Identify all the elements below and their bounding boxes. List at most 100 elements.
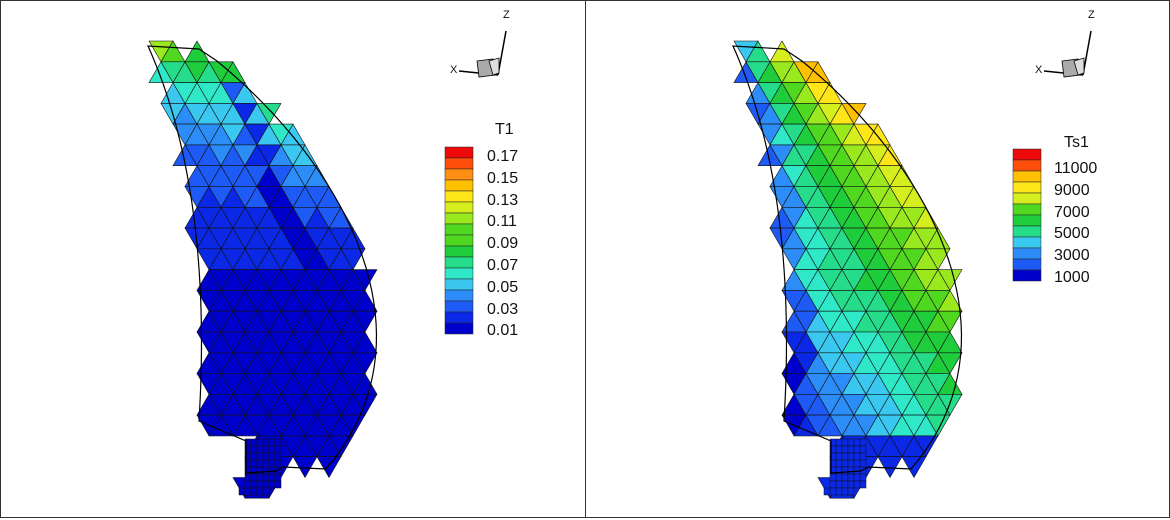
- legend-swatch: [1012, 214, 1042, 227]
- mesh-element: [292, 456, 318, 479]
- contour-plot-t1: [147, 30, 507, 499]
- stem-mesh-element: [244, 480, 252, 489]
- legend-tick-label: 3000: [1054, 247, 1090, 265]
- legend-swatch: [1012, 269, 1042, 282]
- legend-tick-label: 5000: [1054, 225, 1090, 243]
- legend-swatch: [1012, 148, 1042, 161]
- mesh-element: [925, 414, 951, 437]
- mesh-element: [769, 40, 795, 63]
- legend-title: Ts1: [1064, 134, 1089, 151]
- stem-mesh-element: [274, 480, 282, 489]
- legend-tick-label: 0.07: [487, 257, 519, 274]
- stem-mesh-element: [262, 438, 270, 447]
- stem-mesh-element: [268, 459, 276, 468]
- mesh-element: [841, 103, 867, 125]
- stem-mesh-element: [835, 480, 843, 489]
- stem-mesh-element: [841, 473, 849, 482]
- stem-mesh-element: [250, 473, 258, 482]
- stem-mesh-element: [262, 480, 270, 489]
- axis-x-label: X: [1035, 64, 1043, 76]
- legend-swatch: [444, 267, 474, 280]
- stem-mesh-element: [853, 459, 861, 468]
- stem-mesh-element: [256, 445, 264, 454]
- stem-mesh-element: [847, 473, 855, 482]
- mesh-element: [352, 269, 378, 292]
- legend-swatch: [444, 201, 474, 214]
- legend-tick-label: 0.15: [487, 169, 519, 187]
- stem-mesh-element: [250, 438, 258, 447]
- stem-mesh-element: [847, 438, 855, 447]
- legend-swatch: [1012, 192, 1042, 205]
- stem-mesh-element: [847, 466, 855, 475]
- legend-title: T1: [495, 121, 514, 138]
- legend-swatch: [1012, 203, 1042, 216]
- stem-mesh-element: [853, 452, 861, 461]
- stem-mesh-element: [262, 466, 270, 475]
- stem-mesh-element: [829, 487, 837, 496]
- stem-mesh-element: [841, 452, 849, 461]
- mesh-element: [352, 393, 378, 416]
- stem-mesh-element: [835, 438, 843, 447]
- stem-mesh-element: [256, 466, 264, 475]
- stem-mesh-element: [268, 480, 276, 489]
- stem-mesh-element: [841, 487, 849, 496]
- stem-mesh-element: [835, 473, 843, 482]
- mesh-element: [925, 248, 951, 271]
- mesh-element: [184, 40, 210, 63]
- mesh-element: [340, 414, 366, 437]
- stem-mesh-element: [256, 480, 264, 489]
- legend-swatch: [444, 289, 474, 302]
- stem-mesh-element: [262, 459, 270, 468]
- mesh-element: [352, 352, 378, 375]
- stem-mesh-element: [847, 445, 855, 454]
- legend-tick-label: 9000: [1054, 181, 1090, 199]
- stem-mesh-element: [250, 480, 258, 489]
- stem-mesh-element: [853, 445, 861, 454]
- legend-swatch: [444, 278, 474, 291]
- stem-mesh-element: [250, 459, 258, 468]
- legend-swatch: [1012, 181, 1042, 194]
- stem-mesh-element: [859, 459, 867, 468]
- stem-mesh-element: [853, 480, 861, 489]
- stem-mesh-element: [238, 487, 246, 496]
- stem-mesh-element: [847, 452, 855, 461]
- mesh-element: [256, 103, 282, 125]
- legend-swatch: [444, 179, 474, 192]
- mesh-element: [937, 352, 963, 375]
- axis-z-label: Z: [503, 9, 510, 21]
- mesh-element: [937, 269, 963, 292]
- stem-mesh-element: [250, 487, 258, 496]
- stem-mesh-element: [274, 459, 282, 468]
- stem-mesh-element: [859, 445, 867, 454]
- stem-mesh-element: [256, 452, 264, 461]
- mesh-element: [316, 456, 342, 479]
- stem-mesh-element: [859, 452, 867, 461]
- legend-swatch: [444, 256, 474, 269]
- stem-mesh-element: [274, 452, 282, 461]
- stem-mesh-element: [250, 452, 258, 461]
- stem-mesh-element: [244, 487, 252, 496]
- stem-mesh-element: [256, 487, 264, 496]
- stem-mesh-element: [262, 445, 270, 454]
- blade-outline: [732, 45, 963, 474]
- triad-cube-face: [1073, 57, 1085, 76]
- stem-mesh-element: [841, 459, 849, 468]
- legend-tick-label: 1000: [1054, 269, 1090, 286]
- stem-mesh-element: [823, 487, 831, 496]
- legend-swatch: [444, 146, 474, 159]
- mesh-element: [877, 456, 903, 479]
- stem-mesh-element: [841, 438, 849, 447]
- stem-mesh-element: [841, 480, 849, 489]
- legend-swatch: [444, 157, 474, 170]
- legend-tick-label: 0.01: [487, 322, 519, 340]
- axis-z-label: Z: [1088, 9, 1095, 21]
- mesh-element: [340, 248, 366, 271]
- stem-mesh-element: [268, 445, 276, 454]
- legend-swatch: [1012, 225, 1042, 238]
- legend-swatch: [444, 234, 474, 247]
- stem-mesh-element: [847, 459, 855, 468]
- stem-mesh-element: [268, 466, 276, 475]
- mesh-element: [937, 393, 963, 416]
- legend-swatch: [444, 212, 474, 225]
- stem-mesh-element: [835, 452, 843, 461]
